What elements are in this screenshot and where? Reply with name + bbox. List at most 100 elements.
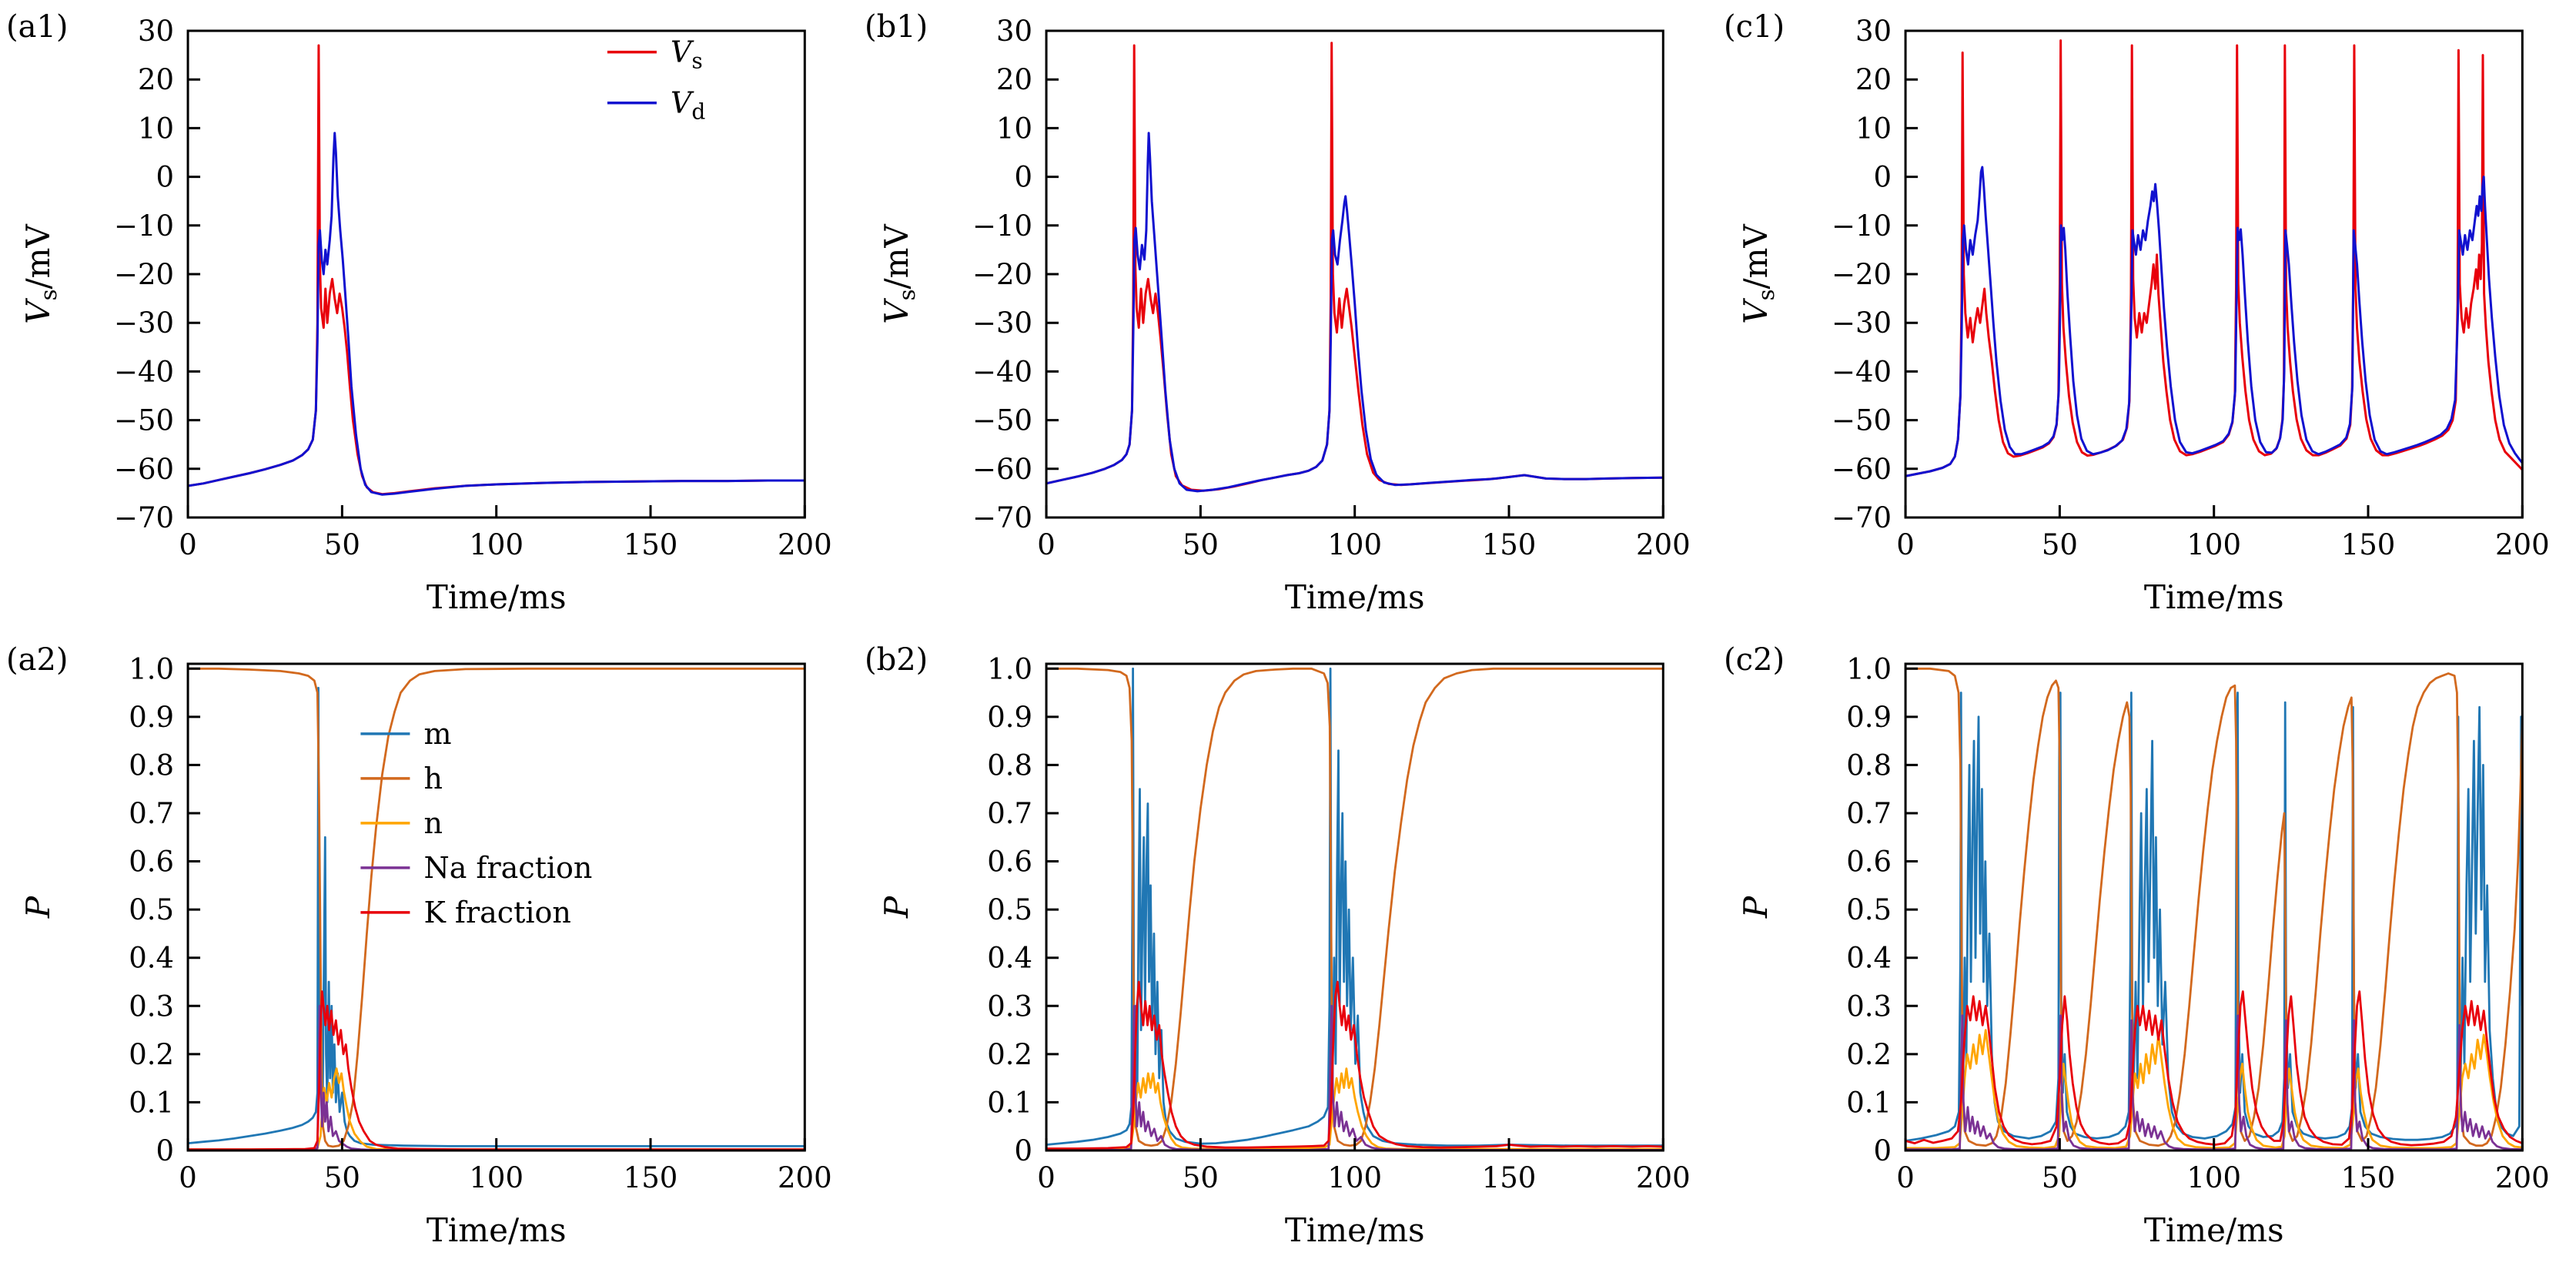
series-Vd: [1046, 132, 1664, 493]
x-tick-label: 150: [2340, 1161, 2395, 1194]
y-tick-label: 0.8: [1846, 749, 1892, 782]
panel-label: (a1): [6, 9, 69, 45]
y-tick-label: 0.2: [129, 1038, 174, 1071]
y-tick-label: 0: [1873, 161, 1892, 194]
y-tick-label: −30: [114, 306, 174, 340]
series-Vs: [188, 44, 805, 496]
x-tick-label: 200: [1636, 528, 1691, 561]
y-tick-label: −70: [972, 501, 1032, 534]
x-axis-label: Time/ms: [2144, 1211, 2284, 1249]
legend-label-Vd: Vd: [671, 86, 705, 125]
x-tick-label: 0: [179, 528, 197, 561]
x-axis-label: Time/ms: [1285, 1211, 1425, 1249]
x-tick-label: 0: [1896, 528, 1915, 561]
y-tick-label: 0.3: [988, 990, 1033, 1023]
series-h: [1905, 667, 2522, 1147]
series-n: [1046, 1067, 1664, 1150]
x-tick-label: 0: [179, 1161, 197, 1194]
y-tick-label: −70: [1832, 501, 1892, 534]
y-tick-label: 0: [1873, 1134, 1892, 1167]
series-Vd: [1905, 166, 2522, 477]
legend-label-n: n: [423, 806, 442, 840]
legend-label-k-fraction: K fraction: [423, 896, 570, 929]
axes-frame: [186, 29, 806, 519]
panel-c2-plot: 0 50 100 150 200 1.0 0.9 0.8 0.7 0.6 0.5 0.4 0.3 0.2 0…: [1724, 642, 2550, 1249]
y-axis-label: Vs/mV: [878, 224, 920, 324]
y-tick-label: −30: [1832, 306, 1892, 340]
y-tick-label: −50: [1832, 404, 1892, 437]
x-axis-label: Time/ms: [427, 578, 567, 616]
x-tick-label: 100: [1328, 528, 1383, 561]
y-axis-label: P: [1737, 896, 1775, 919]
y-tick-label: 0.5: [1846, 893, 1892, 926]
x-tick-label: 200: [778, 528, 832, 561]
y-tick-label: 0.9: [129, 701, 174, 734]
x-tick-label: 150: [2340, 528, 2395, 561]
y-tick-label: 0.7: [129, 797, 174, 830]
panel-c1: 0 50 100 150 200 30 20 10 0 −10 −20 −30 −40 −50 −60 −70…: [1718, 0, 2576, 633]
series-group: [188, 667, 805, 1150]
y-tick-label: 30: [996, 15, 1032, 48]
y-tick-label: 20: [996, 63, 1032, 96]
panel-label: (b1): [865, 9, 928, 45]
legend-label-h: h: [423, 762, 442, 795]
x-tick-label: 100: [1328, 1161, 1383, 1194]
legend-label-na-fraction: Na fraction: [423, 851, 592, 885]
y-tick-label: −10: [1832, 209, 1892, 243]
y-tick-label: 0: [156, 1134, 175, 1167]
x-tick-label: 200: [778, 1161, 832, 1194]
panel-b2-plot: 0 50 100 150 200 1.0 0.9 0.8 0.7 0.6 0.5 0.4 0.3 0.2 0…: [865, 642, 1691, 1249]
y-tick-label: 0.1: [1846, 1086, 1892, 1119]
y-tick-label: −20: [114, 258, 174, 291]
series-k-fraction: [188, 990, 805, 1150]
y-tick-label: 20: [138, 63, 174, 96]
series-group: [1905, 667, 2522, 1150]
x-tick-label: 100: [2186, 1161, 2241, 1194]
series-h: [188, 667, 805, 1148]
y-tick-label: −60: [114, 453, 174, 486]
y-tick-label: −50: [114, 404, 174, 437]
legend-label-m: m: [423, 717, 451, 751]
x-axis-label: Time/ms: [1285, 578, 1425, 616]
series-m: [188, 686, 805, 1147]
y-tick-label: 0.8: [988, 749, 1033, 782]
panel-b1-plot: 0 50 100 150 2003020100−10−20−30−40−50−60−70…: [865, 9, 1691, 616]
series-Vs: [1905, 39, 2522, 477]
y-tick-label: 0.6: [1846, 846, 1892, 879]
panel-a2-plot: 0 50 100 150 200 1.0 0.9 0.8 0.7 0.6 0.5 0.4 0.3 0.2 0…: [6, 642, 832, 1249]
legend-label-Vs: Vs: [671, 35, 703, 74]
y-tick-label: 0.7: [988, 797, 1033, 830]
y-tick-label: 0.8: [129, 749, 174, 782]
series-n: [188, 1067, 805, 1150]
panel-b1: 0 50 100 150 200 30 20 10 0 −10 −20 −30 −40 −50 −60 −70…: [858, 0, 1717, 633]
y-tick-label: 1.0: [1846, 652, 1892, 685]
series-Vd: [188, 132, 805, 496]
x-tick-label: 0: [1038, 528, 1056, 561]
panel-a1: 0 50 100 150 200 30 20 10 0 −10 −20 −30 −40 −50 −60 −70…: [0, 0, 858, 633]
series-na-fraction: [188, 1004, 805, 1150]
y-tick-label: −40: [114, 355, 174, 388]
y-axis-label: Vs/mV: [19, 224, 62, 324]
series-group: [188, 44, 805, 496]
x-tick-label: 50: [324, 528, 360, 561]
y-tick-label: 30: [138, 15, 174, 48]
panel-a2: 0 50 100 150 200 1.0 0.9 0.8 0.7 0.6 0.5 0.4 0.3 0.2 0…: [0, 633, 858, 1266]
x-tick-label: 0: [1038, 1161, 1056, 1194]
x-tick-label: 50: [2041, 1161, 2077, 1194]
panel-label: (c2): [1724, 642, 1785, 678]
y-tick-label: −10: [972, 209, 1032, 243]
series-group: [1905, 39, 2522, 477]
x-tick-label: 100: [2186, 528, 2241, 561]
y-tick-label: 30: [1855, 15, 1892, 48]
y-tick-label: 10: [996, 112, 1032, 145]
panel-a1-plot: 0 50 100 150 2003020100−10−20−30−40−50−60−70…: [6, 9, 832, 616]
x-tick-label: 50: [324, 1161, 360, 1194]
axes-frame: [1904, 662, 2524, 1152]
y-tick-label: 0.3: [1846, 990, 1892, 1023]
y-tick-label: 1.0: [129, 652, 174, 685]
x-tick-label: 50: [1183, 528, 1219, 561]
y-tick-label: −60: [972, 453, 1032, 486]
y-tick-label: 0.9: [1846, 701, 1892, 734]
y-tick-label: −40: [1832, 355, 1892, 388]
